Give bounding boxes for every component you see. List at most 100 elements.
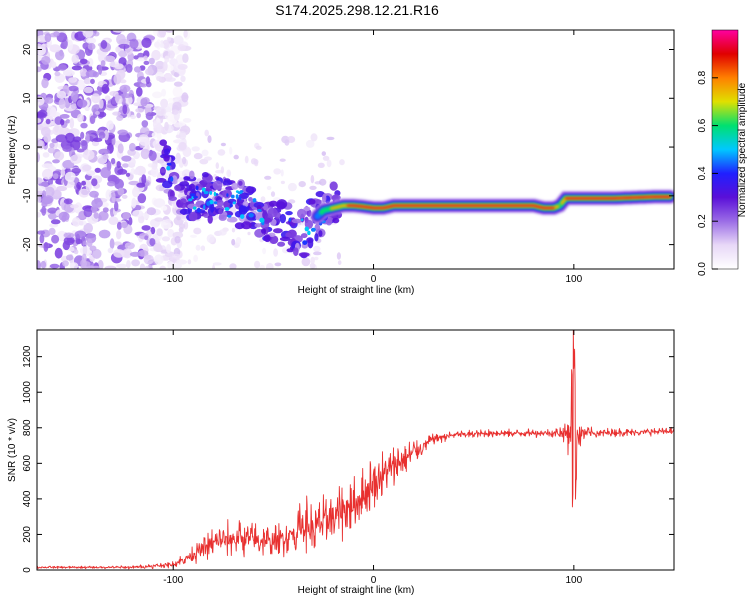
- spectrogram-noise-blob: [64, 171, 76, 182]
- spectrogram-signal-blob: [163, 155, 170, 162]
- spectrogram-noise-blob: [78, 188, 90, 198]
- spectrogram-noise-blob: [121, 194, 128, 199]
- spectrogram-hot-spot: [301, 218, 304, 222]
- spectrogram-noise-blob: [144, 235, 149, 241]
- spectrogram-noise-blob: [195, 244, 201, 251]
- spectrogram-noise-blob: [51, 234, 60, 244]
- spectrogram-noise-blob: [217, 149, 226, 156]
- spectrogram-noise-blob: [173, 122, 183, 128]
- spectrogram-noise-blob: [116, 161, 121, 169]
- spectrogram-noise-blob: [156, 228, 163, 237]
- spectrogram-noise-blob: [287, 199, 296, 204]
- spectrogram-noise-blob: [176, 259, 188, 265]
- spectrogram-noise-blob: [301, 221, 305, 226]
- spectrogram-noise-blob: [66, 254, 74, 261]
- spectrogram-noise-blob: [37, 177, 43, 184]
- spectrogram-noise-blob: [317, 162, 325, 168]
- spectrogram-signal-blob: [159, 168, 166, 173]
- spectrogram-noise-blob: [87, 42, 96, 51]
- spectrogram-y-axis-label: Frequency (Hz): [7, 116, 18, 185]
- spectrogram-signal-blob: [189, 170, 195, 180]
- spectrogram-hot-spot: [193, 206, 197, 210]
- spectrogram-x-tick-label: 100: [565, 274, 582, 285]
- colorbar-tick-label: 0.4: [697, 166, 708, 180]
- spectrogram-noise-blob: [120, 221, 128, 229]
- spectrogram-noise-blob: [204, 156, 212, 161]
- spectrogram-noise-blob: [313, 251, 322, 256]
- snr-y-tick-label: 1200: [22, 345, 33, 368]
- spectrogram-noise-blob: [71, 54, 80, 64]
- spectrogram-noise-blob: [63, 236, 75, 246]
- spectrogram-noise-blob: [122, 248, 133, 259]
- spectrogram-noise-blob: [78, 220, 84, 226]
- spectrogram-signal-blob: [332, 217, 340, 224]
- spectrogram-noise-blob: [79, 246, 92, 255]
- spectrogram-noise-blob: [229, 263, 237, 269]
- spectrogram-hot-spot: [203, 204, 206, 210]
- snr-x-ticks: -100 0 100: [163, 330, 583, 586]
- spectrogram-noise-blob: [111, 191, 116, 203]
- spectrogram-noise-blob: [133, 66, 142, 73]
- spectrogram-signal-blob: [163, 144, 168, 149]
- spectrogram-noise-blob: [173, 263, 182, 269]
- spectrogram-noise-blob: [74, 177, 79, 184]
- spectrogram-noise-blob: [80, 131, 85, 139]
- spectrogram-noise-blob: [89, 115, 96, 124]
- spectrogram-signal-blob: [303, 206, 311, 212]
- spectrogram-noise-blob: [174, 236, 181, 244]
- spectrogram-noise-blob: [98, 148, 110, 155]
- spectrogram-noise-blob: [122, 86, 128, 97]
- spectrogram-noise-blob: [118, 43, 130, 49]
- spectrogram-noise-blob: [162, 61, 168, 72]
- spectrogram-noise-blob: [91, 93, 101, 104]
- spectrogram-noise-blob: [264, 175, 272, 180]
- spectrogram-signal-blob: [183, 176, 191, 181]
- spectrogram-noise-blob: [70, 91, 79, 102]
- spectrogram-noise-blob: [156, 132, 162, 141]
- spectrogram-hot-spot: [310, 227, 316, 232]
- spectrogram-noise-blob: [326, 136, 335, 141]
- spectrogram-noise-blob: [50, 219, 61, 225]
- spectrogram-noise-blob: [173, 81, 183, 87]
- spectrogram-noise-blob: [180, 214, 188, 219]
- spectrogram-noise-blob: [130, 114, 137, 120]
- spectrogram-signal-blob: [314, 233, 319, 242]
- spectrogram-noise-blob: [122, 104, 128, 115]
- spectrogram-hot-spot: [235, 194, 239, 199]
- spectrogram-noise-blob: [152, 91, 163, 99]
- spectrogram-noise-blob: [145, 112, 154, 121]
- spectrogram-noise-blob: [141, 174, 147, 185]
- spectrogram-hot-spot: [248, 213, 254, 218]
- spectrogram-hot-spot: [166, 162, 172, 166]
- snr-y-ticks: 0 200 400 600 800 1000 1200: [22, 345, 674, 573]
- spectrogram-noise-blob: [177, 44, 186, 52]
- spectrogram-noise-blob: [85, 181, 92, 192]
- spectrogram-noise-blob: [178, 142, 187, 151]
- spectrogram-noise-blob: [182, 156, 187, 165]
- spectrogram-noise-blob: [143, 254, 154, 265]
- spectrogram-signal-blob: [291, 218, 302, 224]
- spectrogram-signal-blob: [277, 241, 286, 247]
- spectrogram-x-ticks: -100 0 100: [163, 30, 583, 285]
- spectrogram-noise-blob: [76, 148, 85, 153]
- spectrogram-signal-blob: [248, 197, 253, 202]
- colorbar-tick-label: 0.0: [697, 262, 708, 276]
- spectrogram-noise-blob: [113, 241, 122, 246]
- spectrogram-hot-spot: [224, 207, 230, 211]
- colorbar-tick-label: 0.8: [697, 70, 708, 84]
- spectrogram-signal-blob: [286, 248, 294, 253]
- spectrogram-noise-blob: [125, 96, 133, 105]
- spectrogram-noise-blob: [108, 216, 119, 225]
- spectrogram-noise-blob: [105, 189, 112, 201]
- spectrogram-noise-blob: [40, 126, 51, 137]
- spectrogram-signal-blob: [297, 208, 306, 219]
- spectrogram-signal-blob: [174, 184, 181, 191]
- spectrogram-signal-blob: [285, 211, 293, 216]
- spectrogram-noise-blob: [49, 223, 59, 228]
- spectrogram-noise-blob: [37, 185, 46, 191]
- spectrogram-noise-blob: [86, 170, 96, 177]
- spectrogram-noise-blob: [309, 185, 317, 190]
- spectrogram-noise-blob: [144, 265, 150, 269]
- spectrogram-noise-blob: [80, 122, 88, 129]
- spectrogram-noise-blob: [154, 217, 164, 222]
